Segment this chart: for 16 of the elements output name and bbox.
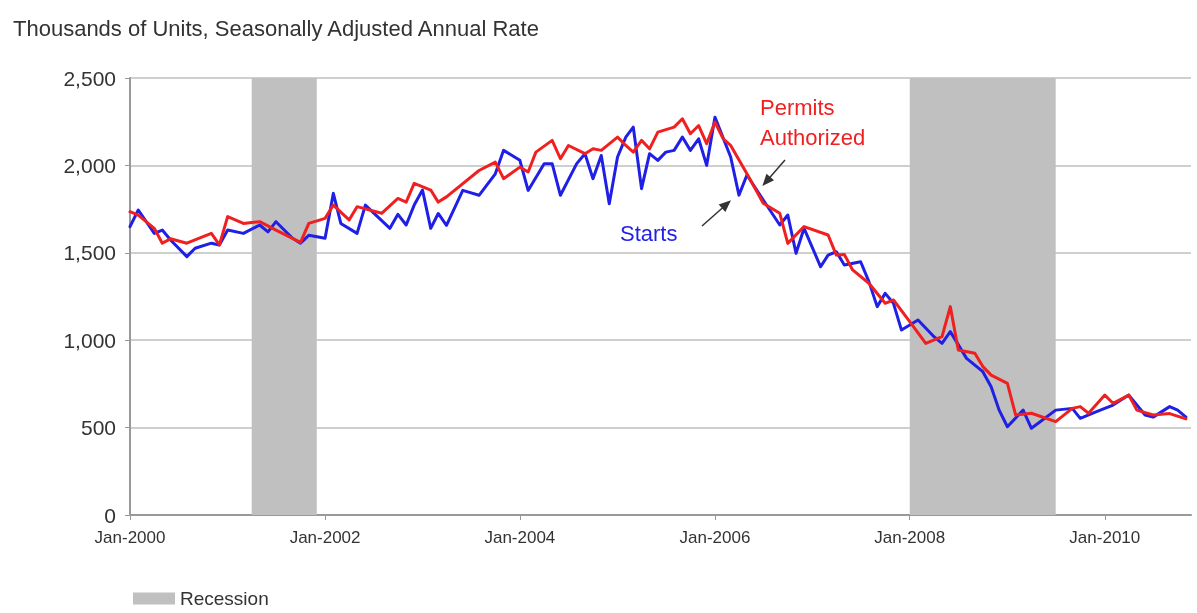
- x-tick-label: Jan-2004: [484, 528, 556, 547]
- x-tick-label: Jan-2000: [94, 528, 166, 547]
- x-tick-label: Jan-2008: [874, 528, 946, 547]
- series-label: Starts: [620, 220, 678, 246]
- x-tick-label: Jan-2002: [289, 528, 361, 547]
- y-axis-title: Thousands of Units, Seasonally Adjusted Annual Rate: [13, 15, 539, 41]
- y-tick-label: 2,500: [63, 66, 116, 90]
- y-tick-label: 2,000: [63, 153, 116, 177]
- y-tick-label: 0: [104, 503, 116, 527]
- series-label: Permits Authorized: [760, 94, 866, 150]
- legend-label: Recession: [180, 588, 269, 609]
- y-tick-label: 1,500: [63, 241, 116, 265]
- x-tick-label: Jan-2006: [679, 528, 751, 547]
- y-tick-label: 500: [80, 416, 116, 440]
- y-tick-label: 1,000: [63, 328, 116, 352]
- x-tick-label: Jan-2010: [1069, 528, 1141, 547]
